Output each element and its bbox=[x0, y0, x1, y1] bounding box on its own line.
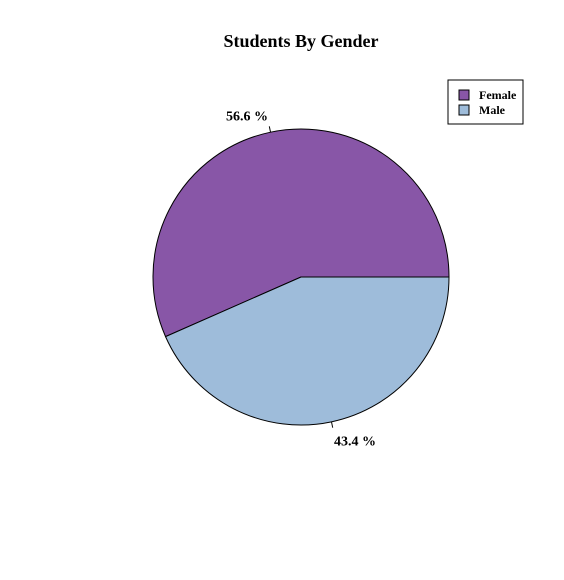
pie-label-tick-female bbox=[268, 126, 272, 133]
pie-slices bbox=[152, 128, 450, 426]
legend-label-female: Female bbox=[479, 88, 517, 102]
pie-label-tick-male bbox=[330, 421, 334, 428]
pie-slice-female bbox=[152, 128, 450, 338]
legend-swatch-female bbox=[458, 89, 470, 101]
pie-label-female: 56.6 % bbox=[226, 109, 268, 124]
legend-label-male: Male bbox=[479, 103, 506, 117]
chart-title: Students By Gender bbox=[223, 31, 378, 51]
pie-labels: 56.6 % 43.4 % bbox=[226, 109, 376, 449]
pie-label-male: 43.4 % bbox=[334, 435, 376, 450]
legend-swatch-male bbox=[458, 104, 470, 116]
legend-box bbox=[447, 79, 524, 125]
